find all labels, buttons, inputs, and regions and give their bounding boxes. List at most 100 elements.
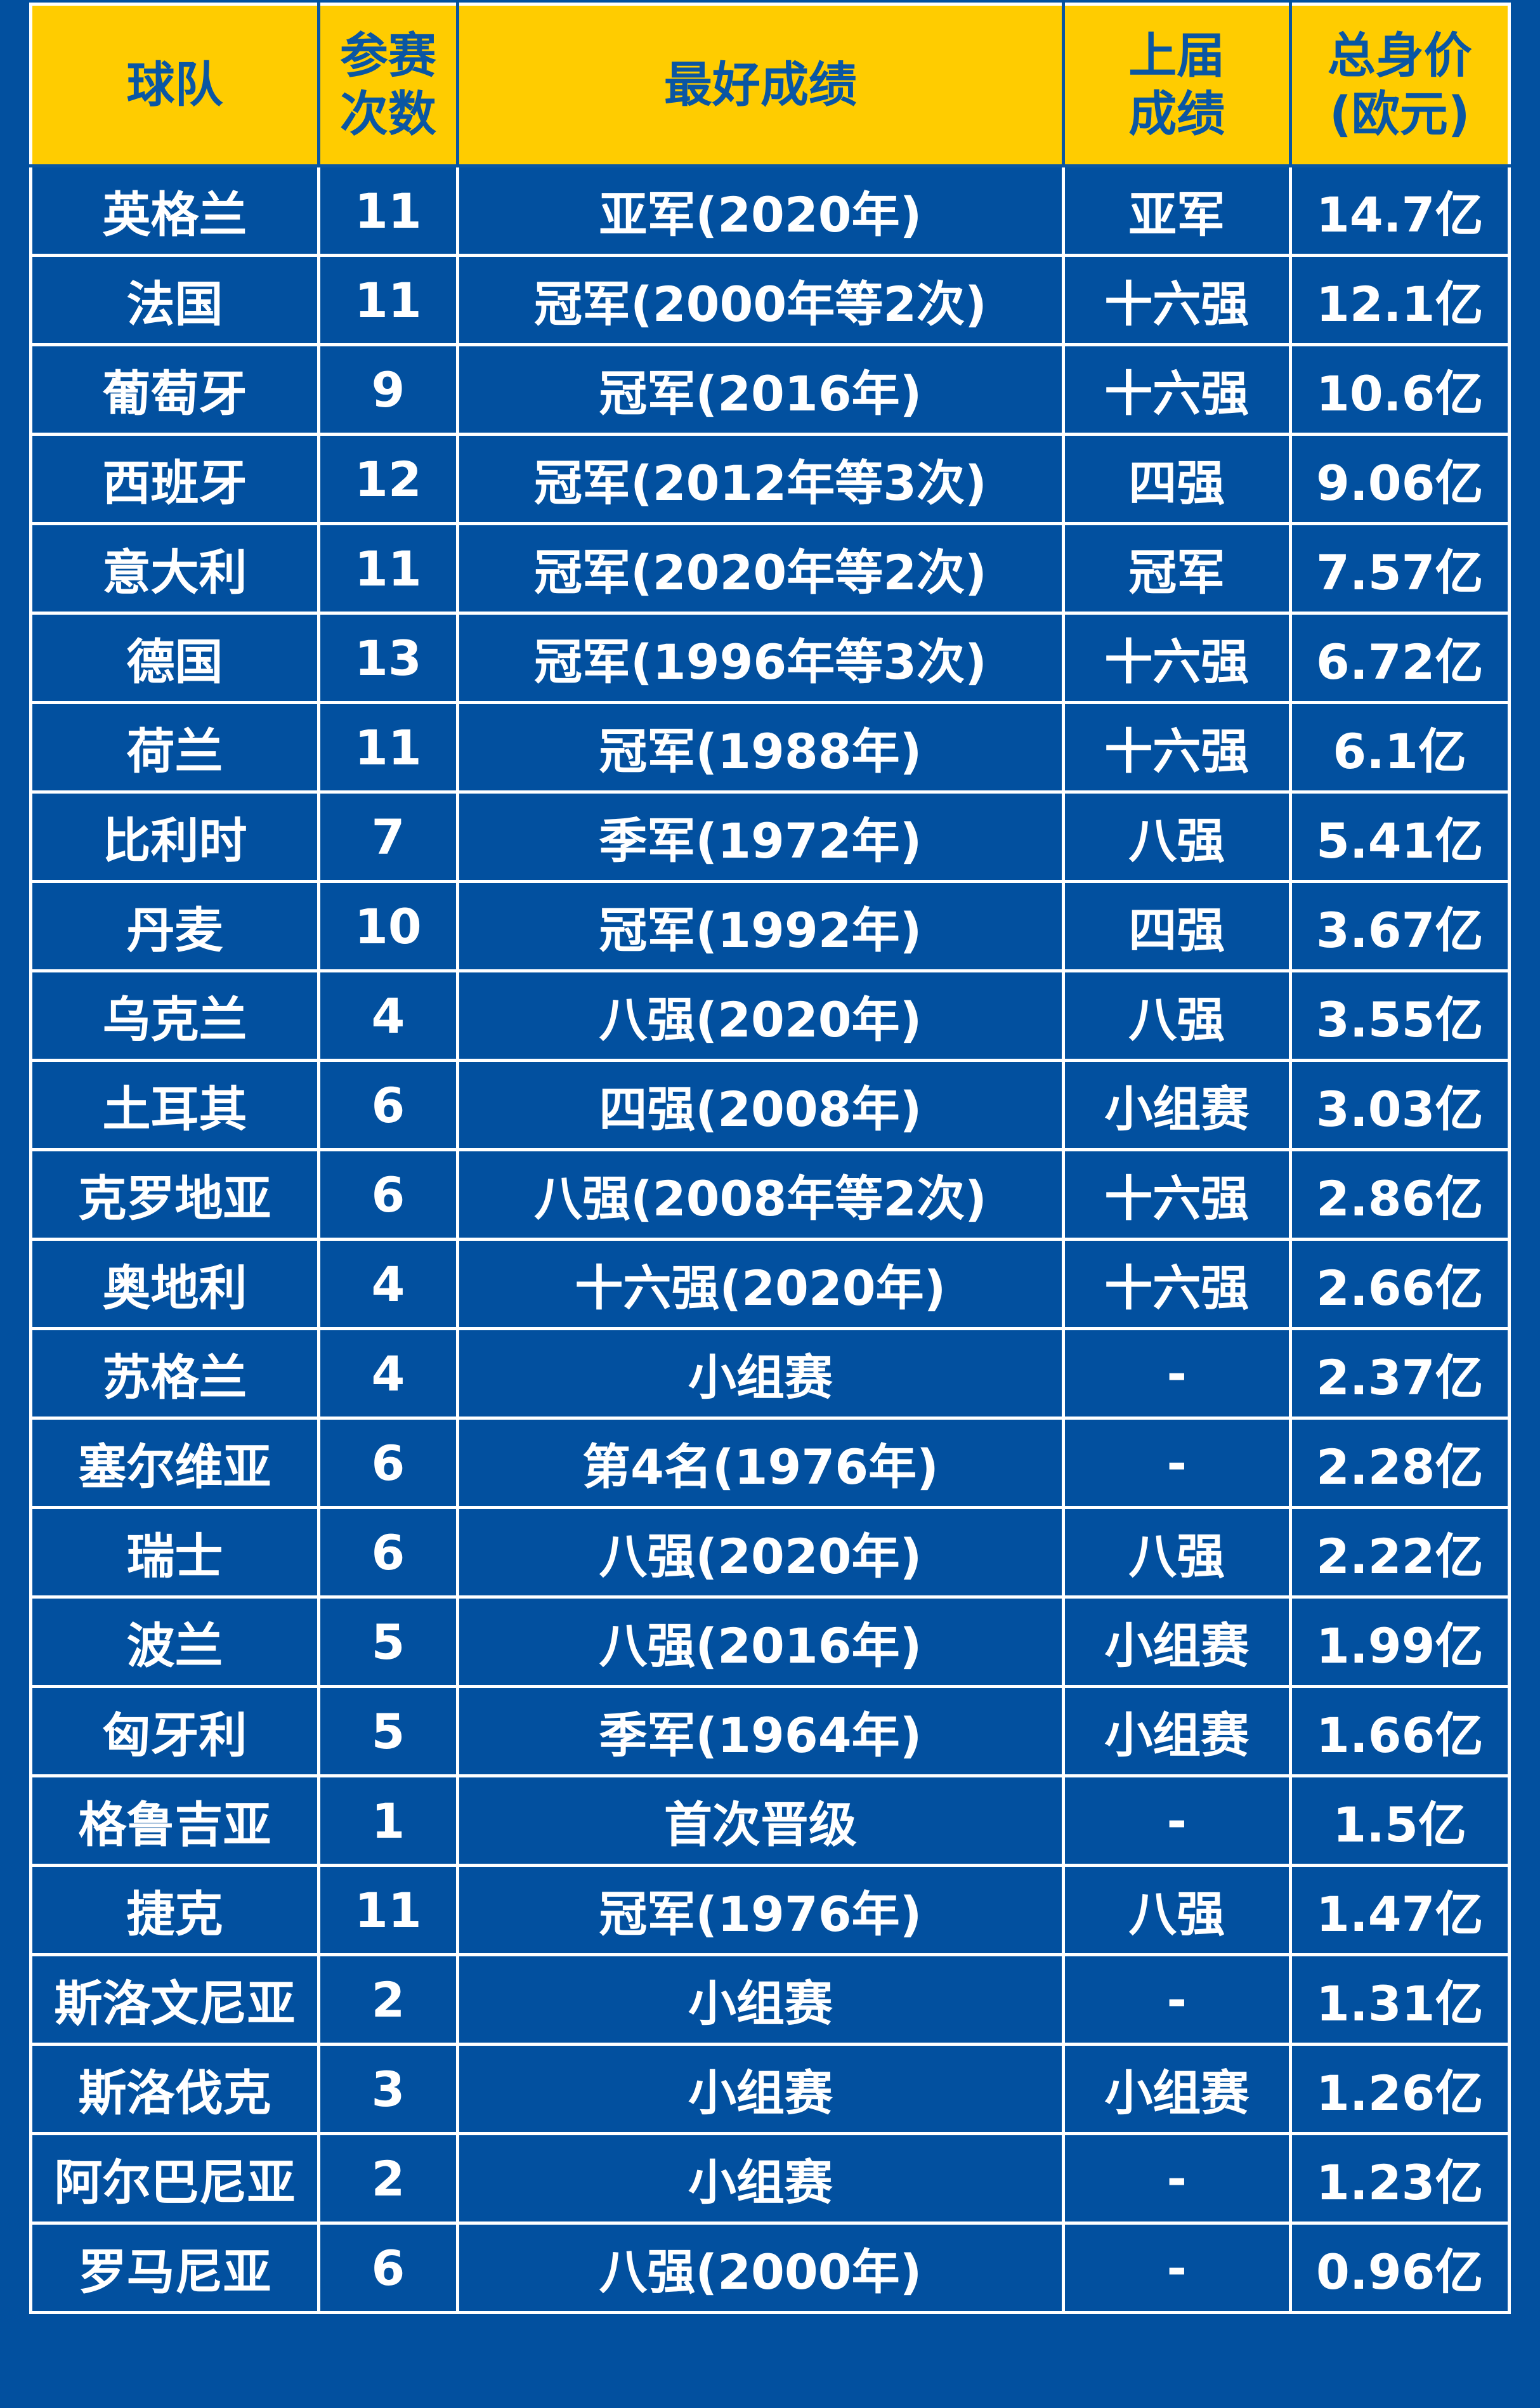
table-row: 罗马尼亚 6 八强(2000年) -0.96亿 (29, 2222, 1511, 2314)
last-result-cell: 十六强 (1061, 254, 1292, 346)
table-row: 捷克 11 冠军(1976年) 八强 1.47亿 (29, 1864, 1511, 1956)
table-row: 苏格兰 4 小组赛 -2.37亿 (29, 1327, 1511, 1420)
best-result-cell: 八强(2016年) (455, 1595, 1065, 1688)
best-result-cell: 小组赛 (455, 1327, 1065, 1420)
total-value-cell: 2.28亿 (1288, 1417, 1511, 1509)
team-cell: 土耳其 (29, 1059, 320, 1151)
table-row: 克罗地亚 6 八强(2008年等2次) 十六强 2.86亿 (29, 1148, 1511, 1241)
team-cell: 意大利 (29, 522, 320, 615)
team-cell: 苏格兰 (29, 1327, 320, 1420)
team-cell: 英格兰 (29, 164, 320, 257)
header-line: 最好成绩 (663, 56, 857, 113)
team-cell: 捷克 (29, 1864, 320, 1956)
last-result-cell: 四强 (1061, 880, 1292, 972)
best-result-cell: 小组赛 (455, 1953, 1065, 2046)
team-cell: 西班牙 (29, 433, 320, 525)
appearances-cell: 12 (316, 433, 459, 525)
total-value-cell: 1.31亿 (1288, 1953, 1511, 2046)
team-cell: 斯洛文尼亚 (29, 1953, 320, 2046)
total-value-cell: 6.1亿 (1288, 701, 1511, 794)
total-value-cell: 1.66亿 (1288, 1685, 1511, 1777)
header-line: 次数 (339, 86, 436, 142)
total-value-cell: 3.03亿 (1288, 1059, 1511, 1151)
header-line: 上届 (1128, 27, 1225, 84)
last-result-cell: 十六强 (1061, 701, 1292, 794)
team-cell: 葡萄牙 (29, 343, 320, 436)
table-row: 英格兰 11 亚军(2020年) 亚军 14.7亿 (29, 164, 1511, 257)
best-result-cell: 四强(2008年) (455, 1059, 1065, 1151)
last-result-cell: 八强 (1061, 1864, 1292, 1956)
last-result-cell: 小组赛 (1061, 1595, 1292, 1688)
total-value-cell: 10.6亿 (1288, 343, 1511, 436)
appearances-cell: 11 (316, 701, 459, 794)
team-cell: 比利时 (29, 790, 320, 883)
best-result-cell: 八强(2020年) (455, 1506, 1065, 1599)
table-row: 比利时 7 季军(1972年) 八强 5.41亿 (29, 790, 1511, 883)
best-result-cell: 小组赛 (455, 2132, 1065, 2225)
team-cell: 法国 (29, 254, 320, 346)
appearances-cell: 11 (316, 254, 459, 346)
header-line: 球队 (126, 56, 223, 113)
last-result-cell: 十六强 (1061, 612, 1292, 704)
table-row: 西班牙 12 冠军(2012年等3次) 四强 9.06亿 (29, 433, 1511, 525)
total-value-cell: 12.1亿 (1288, 254, 1511, 346)
team-cell: 塞尔维亚 (29, 1417, 320, 1509)
last-result-cell: 亚军 (1061, 164, 1292, 257)
appearances-cell: 6 (316, 2222, 459, 2314)
last-result-cell: 冠军 (1061, 522, 1292, 615)
last-result-cell: 小组赛 (1061, 1685, 1292, 1777)
header-line: 成绩 (1128, 86, 1225, 142)
appearances-cell: 6 (316, 1148, 459, 1241)
last-result-cell: 十六强 (1061, 1238, 1292, 1330)
team-cell: 克罗地亚 (29, 1148, 320, 1241)
table-row: 意大利 11 冠军(2020年等2次) 冠军 7.57亿 (29, 522, 1511, 615)
appearances-cell: 10 (316, 880, 459, 972)
header-line: 参赛 (339, 27, 436, 84)
last-result-cell: 十六强 (1061, 1148, 1292, 1241)
total-value-cell: 5.41亿 (1288, 790, 1511, 883)
appearances-cell: 4 (316, 1238, 459, 1330)
last-result-cell: - (1061, 1327, 1292, 1420)
header-line: 总身价 (1327, 27, 1472, 84)
best-result-cell: 八强(2008年等2次) (455, 1148, 1065, 1241)
best-result-cell: 小组赛 (455, 2043, 1065, 2135)
header-total-value: 总身价 (欧元) (1288, 3, 1511, 167)
table-row: 斯洛文尼亚 2 小组赛 -1.31亿 (29, 1953, 1511, 2046)
appearances-cell: 3 (316, 2043, 459, 2135)
team-cell: 格鲁吉亚 (29, 1774, 320, 1867)
total-value-cell: 1.47亿 (1288, 1864, 1511, 1956)
last-result-cell: 小组赛 (1061, 2043, 1292, 2135)
table-row: 乌克兰 4 八强(2020年) 八强 3.55亿 (29, 969, 1511, 1062)
last-result-cell: 小组赛 (1061, 1059, 1292, 1151)
last-result-cell: - (1061, 1417, 1292, 1509)
appearances-cell: 2 (316, 2132, 459, 2225)
best-result-cell: 十六强(2020年) (455, 1238, 1065, 1330)
total-value-cell: 1.5亿 (1288, 1774, 1511, 1867)
best-result-cell: 冠军(2012年等3次) (455, 433, 1065, 525)
euro-teams-table: 球队 参赛 次数 最好成绩 上届 成绩 总身价 (欧元) 英格兰 11 亚军(2020年) 亚军 14… (29, 3, 1511, 2314)
table-row: 荷兰 11 冠军(1988年) 十六强 6.1亿 (29, 701, 1511, 794)
best-result-cell: 八强(2020年) (455, 969, 1065, 1062)
total-value-cell: 7.57亿 (1288, 522, 1511, 615)
header-line: (欧元) (1329, 86, 1470, 142)
best-result-cell: 冠军(2020年等2次) (455, 522, 1065, 615)
appearances-cell: 5 (316, 1595, 459, 1688)
team-cell: 罗马尼亚 (29, 2222, 320, 2314)
appearances-cell: 4 (316, 1327, 459, 1420)
appearances-cell: 13 (316, 612, 459, 704)
last-result-cell: - (1061, 2222, 1292, 2314)
total-value-cell: 3.55亿 (1288, 969, 1511, 1062)
last-result-cell: - (1061, 1774, 1292, 1867)
team-cell: 丹麦 (29, 880, 320, 972)
team-cell: 德国 (29, 612, 320, 704)
team-cell: 奥地利 (29, 1238, 320, 1330)
appearances-cell: 11 (316, 522, 459, 615)
team-cell: 波兰 (29, 1595, 320, 1688)
header-last-result: 上届 成绩 (1061, 3, 1292, 167)
appearances-cell: 6 (316, 1506, 459, 1599)
last-result-cell: 八强 (1061, 969, 1292, 1062)
table-row: 葡萄牙 9 冠军(2016年) 十六强 10.6亿 (29, 343, 1511, 436)
header-row: 球队 参赛 次数 最好成绩 上届 成绩 总身价 (欧元) (29, 3, 1511, 167)
last-result-cell: 四强 (1061, 433, 1292, 525)
team-cell: 阿尔巴尼亚 (29, 2132, 320, 2225)
